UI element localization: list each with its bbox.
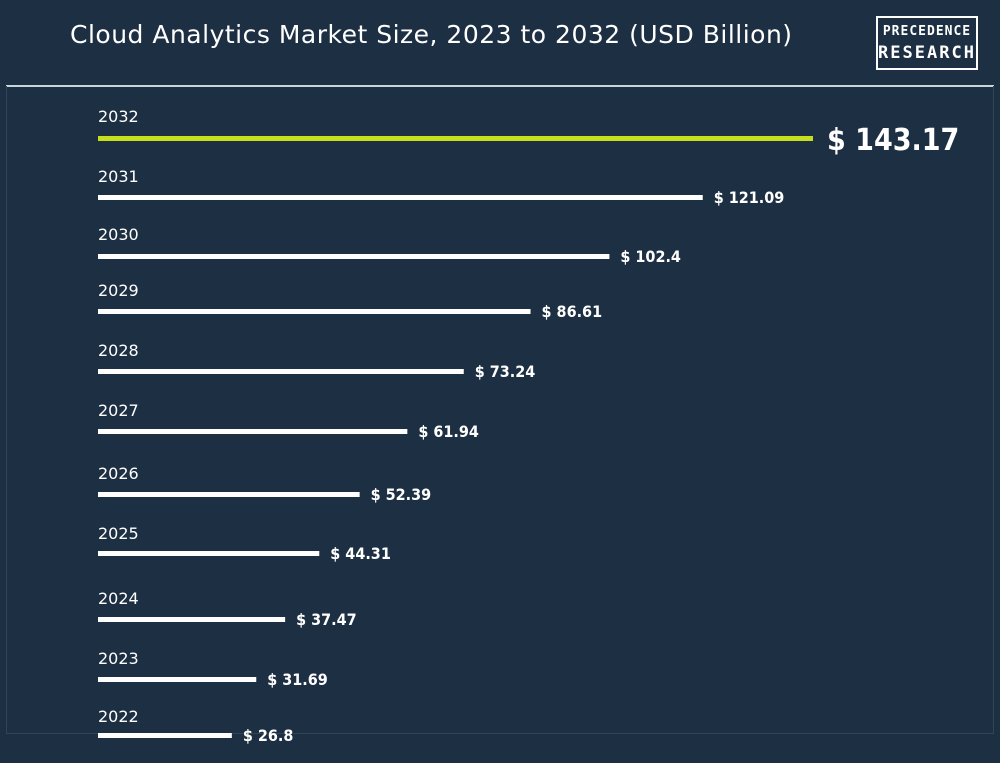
year-label-2031: 2031	[98, 167, 139, 186]
value-label-2030: $ 102.4	[620, 247, 681, 266]
chart-title: Cloud Analytics Market Size, 2023 to 203…	[70, 20, 793, 49]
precedence-research-logo: PRECEDENCE RESEARCH	[876, 16, 978, 70]
value-label-2027: $ 61.94	[418, 422, 479, 441]
bar-2032	[98, 136, 813, 141]
chart-frame	[6, 86, 994, 734]
bar-2024	[98, 617, 286, 622]
bar-2030	[98, 254, 610, 259]
value-label-2028: $ 73.24	[475, 362, 536, 381]
value-label-2029: $ 86.61	[542, 302, 603, 321]
bar-2028	[98, 369, 464, 374]
year-label-2025: 2025	[98, 524, 139, 543]
value-label-2031: $ 121.09	[714, 188, 785, 207]
value-label-2024: $ 37.47	[296, 610, 357, 629]
year-label-2028: 2028	[98, 341, 139, 360]
bar-2026	[98, 492, 360, 497]
value-label-2022: $ 26.8	[243, 726, 294, 745]
bar-2031	[98, 195, 703, 200]
value-label-2026: $ 52.39	[371, 485, 432, 504]
bar-2029	[98, 309, 531, 314]
year-label-2024: 2024	[98, 589, 139, 608]
value-label-2023: $ 31.69	[267, 670, 328, 689]
value-label-2032: $ 143.17	[827, 123, 959, 158]
value-label-2025: $ 44.31	[330, 544, 391, 563]
bar-2025	[98, 551, 320, 556]
year-label-2022: 2022	[98, 707, 139, 726]
bar-2022	[98, 733, 232, 738]
year-label-2029: 2029	[98, 281, 139, 300]
title-divider	[6, 85, 994, 87]
year-label-2032: 2032	[98, 107, 139, 126]
logo-line-2: RESEARCH	[878, 43, 976, 63]
bar-2023	[98, 677, 257, 682]
year-label-2027: 2027	[98, 401, 139, 420]
year-label-2026: 2026	[98, 464, 139, 483]
year-label-2023: 2023	[98, 649, 139, 668]
bar-2027	[98, 429, 408, 434]
year-label-2030: 2030	[98, 225, 139, 244]
logo-line-1: PRECEDENCE	[882, 24, 972, 39]
